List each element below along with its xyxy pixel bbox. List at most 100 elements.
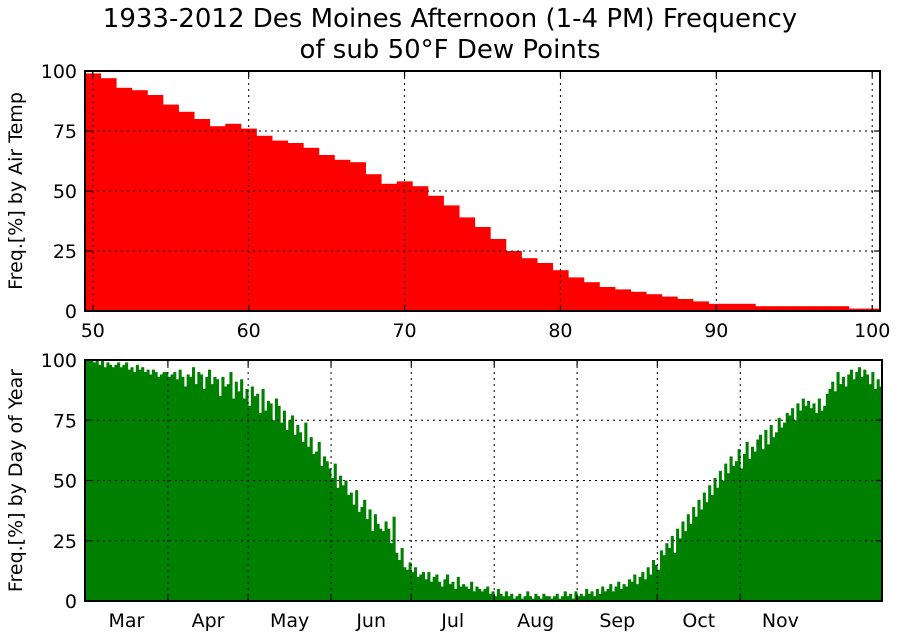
bot-bar-239 <box>724 463 728 601</box>
bot-bar-176 <box>555 593 559 601</box>
top-ytick-label-25: 25 <box>53 241 77 263</box>
bot-bar-274 <box>817 398 821 601</box>
bot-bar-281 <box>836 372 840 601</box>
bot-bar-195 <box>606 588 610 601</box>
bot-bar-181 <box>569 593 573 601</box>
bot-bar-172 <box>545 596 549 601</box>
bot-bar-108 <box>373 514 377 601</box>
bot-bar-17 <box>130 367 134 601</box>
bot-bar-284 <box>844 386 848 601</box>
bot-bar-273 <box>815 413 819 601</box>
top-bar-42 <box>739 303 756 311</box>
top-bar-34 <box>615 289 631 311</box>
bot-bar-132 <box>438 581 442 601</box>
bot-xtick-label-2: May <box>270 610 309 632</box>
bot-bar-179 <box>563 591 567 601</box>
bot-bar-122 <box>411 572 415 601</box>
bot-bar-133 <box>440 586 444 601</box>
bot-bar-106 <box>368 509 372 601</box>
bot-bar-100 <box>352 504 356 601</box>
bot-bar-252 <box>758 434 763 601</box>
bot-bar-135 <box>446 574 450 601</box>
bot-bar-18 <box>133 372 137 601</box>
bot-bar-71 <box>274 398 278 601</box>
bot-bar-277 <box>825 393 829 601</box>
bot-bar-53 <box>226 384 230 601</box>
bot-bar-24 <box>149 374 153 601</box>
bot-bar-296 <box>876 379 880 601</box>
bot-bar-111 <box>381 531 385 601</box>
top-bar-22 <box>427 195 444 311</box>
chart-title-line1: 1933-2012 Des Moines Afternoon (1-4 PM) … <box>102 4 798 34</box>
bot-xtick-label-5: Aug <box>517 610 554 632</box>
bot-bar-242 <box>732 466 736 601</box>
bot-bar-212 <box>651 560 656 601</box>
bot-bar-19 <box>135 364 139 601</box>
bot-bar-196 <box>609 584 613 601</box>
bot-bar-167 <box>531 598 535 601</box>
top-bar-26 <box>490 239 507 311</box>
bot-bar-166 <box>528 596 533 601</box>
top-ytick-label-50: 50 <box>53 181 77 203</box>
bot-bar-223 <box>681 521 685 601</box>
bot-bar-219 <box>670 535 674 601</box>
bot-bar-128 <box>427 572 431 601</box>
bot-bar-182 <box>571 598 575 601</box>
bot-bar-253 <box>761 449 765 601</box>
bot-bar-272 <box>812 403 816 601</box>
bot-bar-278 <box>828 388 832 601</box>
day-of-year-panel: 0 25 50 75 100 Mar Apr May Jun Jul Aug Sep Oct Nov Fr… <box>5 350 883 632</box>
bot-bar-269 <box>804 405 808 601</box>
bot-bar-127 <box>424 579 428 601</box>
top-bar-9 <box>225 123 242 311</box>
bot-bar-248 <box>748 458 752 601</box>
bot-bar-115 <box>392 516 396 601</box>
bot-bar-216 <box>662 555 666 601</box>
bot-bar-254 <box>764 429 768 601</box>
top-ytick-label-75: 75 <box>53 121 77 143</box>
top-bar-46 <box>802 306 819 311</box>
bot-bar-125 <box>419 574 423 601</box>
bot-bar-193 <box>601 586 605 601</box>
bot-bar-268 <box>801 398 805 601</box>
bot-bar-43 <box>200 374 204 601</box>
bot-bar-90 <box>325 461 329 601</box>
bot-bar-52 <box>224 386 228 601</box>
bot-bar-33 <box>173 372 177 601</box>
bot-bar-174 <box>550 598 554 601</box>
bot-ytick-label-0: 0 <box>65 591 77 613</box>
bot-bar-91 <box>328 468 332 601</box>
bot-bar-285 <box>847 374 851 601</box>
bot-bar-266 <box>796 403 800 601</box>
bot-bar-64 <box>256 393 260 601</box>
bot-bar-143 <box>467 588 471 601</box>
bot-bar-59 <box>242 398 246 601</box>
bot-bar-81 <box>301 441 305 601</box>
bot-bar-185 <box>579 593 583 601</box>
bot-bar-113 <box>387 528 391 601</box>
top-xtick-label-4: 90 <box>704 320 728 342</box>
top-bar-47 <box>817 306 834 311</box>
bot-bar-153 <box>494 596 498 601</box>
bot-bar-117 <box>397 560 401 601</box>
bot-bar-246 <box>742 453 747 601</box>
bot-bar-7 <box>103 367 107 601</box>
bot-bar-126 <box>421 572 426 601</box>
bot-bar-62 <box>250 386 254 601</box>
bot-bar-295 <box>873 388 878 601</box>
bot-bar-250 <box>753 451 757 601</box>
bot-bar-279 <box>831 381 835 601</box>
bot-bar-187 <box>585 588 589 601</box>
bot-bar-247 <box>745 441 749 601</box>
bot-bar-120 <box>405 569 410 601</box>
bot-bar-50 <box>218 396 222 601</box>
top-bar-29 <box>537 263 554 311</box>
bot-bar-10 <box>111 367 115 601</box>
top-bar-27 <box>505 251 522 311</box>
top-bar-25 <box>474 227 491 311</box>
bot-bar-154 <box>496 588 500 601</box>
bot-bar-67 <box>264 410 268 601</box>
top-bar-12 <box>272 140 289 311</box>
bot-bar-121 <box>408 562 412 601</box>
bot-bar-262 <box>785 413 789 601</box>
